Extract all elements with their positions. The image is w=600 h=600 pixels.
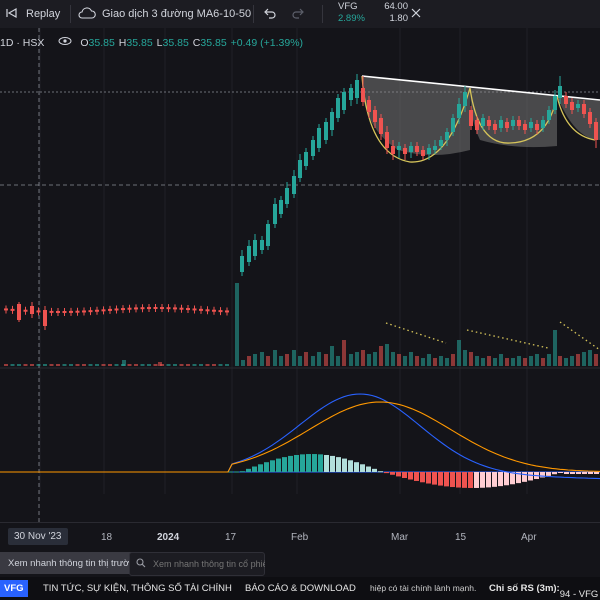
- change-value: +0.49 (+1.39%): [230, 36, 304, 49]
- search-icon: [136, 558, 146, 570]
- close-value: 35.85: [200, 36, 227, 49]
- redo-button[interactable]: [291, 0, 305, 28]
- toolbar-divider: [70, 5, 71, 23]
- stock-search-field[interactable]: [129, 552, 267, 576]
- cursor-date: 30 Nov '23: [8, 528, 68, 545]
- replay-icon: [6, 7, 18, 22]
- axis-label: 2024: [157, 532, 180, 543]
- toolbar-divider: [322, 5, 323, 23]
- candles: [4, 74, 598, 330]
- footer-bar: VFG TIN TỨC, SỰ KIỆN, THÔNG SỐ TÀI CHÍNH…: [0, 577, 600, 600]
- high-label: H: [118, 36, 127, 49]
- axis-label: Mar: [391, 532, 409, 543]
- open-label: O: [80, 36, 89, 49]
- replay-label: Replay: [26, 8, 61, 20]
- time-axis[interactable]: 30 Nov '23 18 2024 17 Feb Mar 15 Apr: [0, 522, 600, 551]
- open-value: 35.85: [88, 36, 115, 49]
- ticker-change-abs: 1.80: [389, 13, 409, 24]
- ticker-price: 64.00: [384, 1, 408, 12]
- footer-symbol-tag[interactable]: VFG: [0, 580, 28, 597]
- undo-icon: [263, 7, 277, 22]
- undo-button[interactable]: [263, 0, 277, 28]
- stock-search-input[interactable]: [151, 558, 267, 570]
- close-ticker-button[interactable]: [411, 0, 421, 28]
- interval-exchange: 1D · HSX: [0, 36, 45, 49]
- ohlc-legend: 1D · HSX O35.85 H35.85 L35.85 C35.85 +0.…: [0, 36, 303, 49]
- ticker-symbol: VFG: [338, 1, 358, 12]
- ticker-widget[interactable]: VFG 64.00 2.89% 1.80: [338, 1, 408, 27]
- market-info-button[interactable]: Xem nhanh thông tin thị trường: [0, 552, 148, 574]
- axis-label: Feb: [291, 532, 309, 543]
- redo-icon: [291, 7, 305, 22]
- chart-area[interactable]: 1D · HSX O35.85 H35.85 L35.85 C35.85 +0.…: [0, 28, 600, 551]
- close-icon: [411, 8, 421, 21]
- price-chart[interactable]: [0, 28, 600, 522]
- layout-name: Giao dịch 3 đường MA6-10-50: [102, 8, 252, 20]
- reports-link[interactable]: BÁO CÁO & DOWNLOAD: [245, 583, 356, 594]
- scrolling-news: hiệp có tài chính lành mạnh.: [370, 583, 477, 593]
- axis-label: 18: [101, 532, 113, 543]
- signal-line: [0, 401, 600, 473]
- close-label: C: [192, 36, 201, 49]
- low-label: L: [156, 36, 163, 49]
- high-value: 35.85: [126, 36, 153, 49]
- toolbar-divider: [253, 5, 254, 23]
- volume-trend-lines[interactable]: [385, 321, 600, 351]
- ticker-change-pct: 2.89%: [338, 13, 365, 24]
- top-toolbar: Replay Giao dịch 3 đường MA6-10-50 VFG 6…: [0, 0, 600, 29]
- low-value: 35.85: [162, 36, 189, 49]
- layout-selector[interactable]: Giao dịch 3 đường MA6-10-50: [78, 0, 251, 28]
- replay-button[interactable]: Replay: [6, 0, 60, 28]
- volume-bars: [4, 283, 598, 366]
- eye-icon[interactable]: [58, 36, 72, 49]
- rs-label: Chỉ số RS (3m):: [489, 583, 560, 594]
- axis-label: Apr: [521, 532, 537, 543]
- rs-value: 94 - VFG đan: [559, 589, 600, 600]
- cloud-icon: [78, 6, 98, 22]
- axis-label: 15: [455, 532, 467, 543]
- axis-label: 17: [225, 532, 237, 543]
- rs-indicator: Chỉ số RS (3m): 94 - VFG đan: [489, 583, 600, 600]
- news-link[interactable]: TIN TỨC, SỰ KIỆN, THÔNG SỐ TÀI CHÍNH: [43, 583, 232, 594]
